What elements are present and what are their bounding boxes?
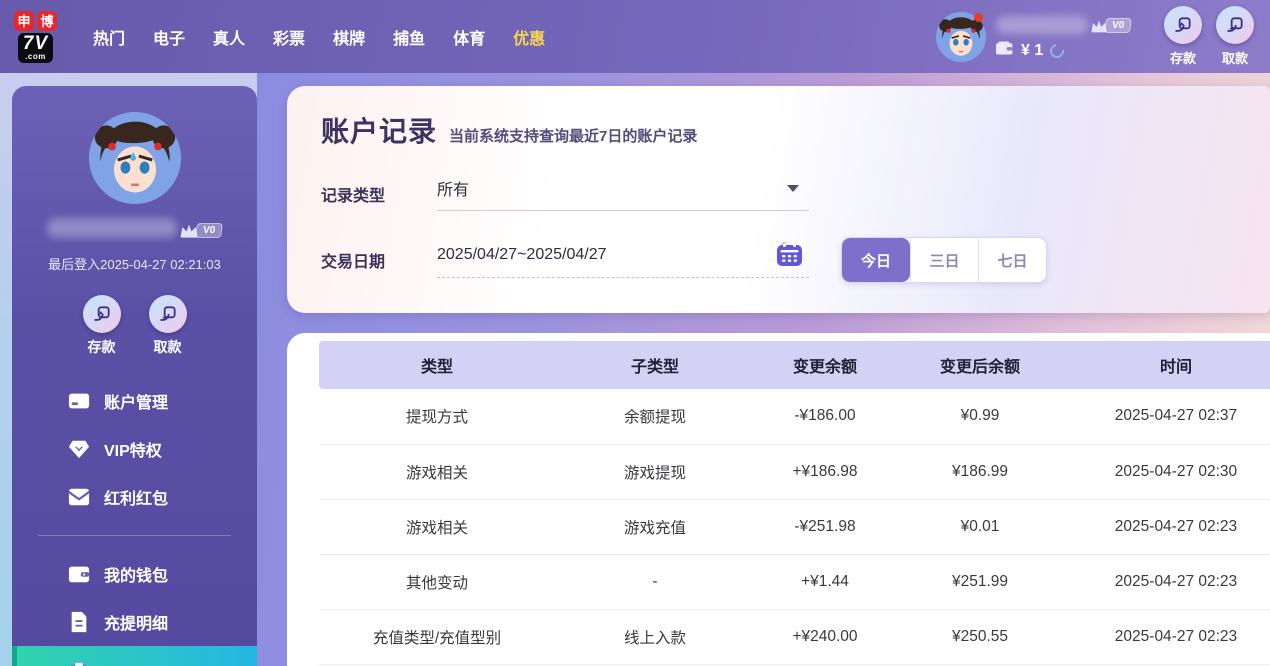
- record-type-select[interactable]: 所有: [437, 176, 809, 211]
- user-avatar[interactable]: [936, 11, 986, 62]
- crown-icon: [1090, 19, 1108, 33]
- sidebar-item-transactions[interactable]: 充提明细: [12, 598, 257, 646]
- nav-item-sports[interactable]: 体育: [453, 30, 486, 48]
- deposit-icon: [82, 295, 121, 333]
- header-time: 时间: [1065, 341, 1270, 389]
- refresh-balance-icon[interactable]: [1047, 40, 1067, 61]
- red-envelope-icon: [68, 486, 90, 508]
- page-title: 账户记录: [321, 116, 438, 147]
- nav-item-live[interactable]: 真人: [213, 30, 246, 48]
- navbar-user-area: V0 ¥ 1: [936, 6, 1254, 67]
- header-subtype: 子类型: [555, 341, 755, 389]
- date-range-value: 2025/04/27~2025/04/27: [437, 245, 607, 263]
- deposit-icon: [1164, 6, 1202, 44]
- table-row: 提现方式 余额提现 -¥186.00 ¥0.99 2025-04-27 02:3…: [319, 389, 1270, 445]
- main-nav-menu: 热门 电子 真人 彩票 棋牌 捕鱼 体育 优惠: [79, 15, 559, 59]
- wallet-icon: [996, 41, 1014, 60]
- notification-dot-icon: [974, 12, 983, 22]
- sidebar-divider: [38, 535, 231, 536]
- withdraw-icon: [148, 295, 187, 333]
- username-blurred: [996, 16, 1088, 34]
- date-range-label: 交易日期: [321, 254, 386, 271]
- username-blurred: [46, 218, 177, 238]
- vip-badge: V0: [179, 223, 223, 238]
- tab-three-days[interactable]: 三日: [910, 238, 978, 282]
- nav-item-cards[interactable]: 棋牌: [333, 30, 366, 48]
- vip-gem-icon: [68, 438, 90, 460]
- withdraw-button[interactable]: 取款: [1216, 6, 1254, 67]
- logo-badge-2: 博: [37, 10, 57, 31]
- sidebar-item-account-records[interactable]: 账户记录: [12, 646, 257, 666]
- sidebar-item-wallet[interactable]: 我的钱包: [12, 550, 257, 598]
- nav-item-promo[interactable]: 优惠: [513, 30, 546, 48]
- withdraw-icon: [1216, 6, 1254, 44]
- bank-card-icon: [68, 390, 90, 412]
- vip-badge: V0: [1090, 17, 1133, 33]
- vip-level-badge: V0: [1104, 17, 1133, 33]
- nav-item-lottery[interactable]: 彩票: [273, 30, 306, 48]
- logo-subtext: .com: [25, 51, 46, 61]
- deposit-button[interactable]: 存款: [1164, 6, 1202, 67]
- sidebar-item-account-management[interactable]: 账户管理: [12, 377, 257, 425]
- clipboard-icon: [68, 662, 90, 666]
- logo-text: 7V: [22, 32, 49, 54]
- sidebar-item-vip[interactable]: VIP特权: [12, 425, 257, 473]
- records-table: 类型 子类型 变更余额 变更后余额 时间 提现方式 余额提现 -¥186.00: [319, 341, 1270, 665]
- record-type-value: 所有: [437, 182, 470, 199]
- page-subtitle: 当前系统支持查询最近7日的账户记录: [449, 128, 698, 145]
- nav-item-fishing[interactable]: 捕鱼: [393, 30, 426, 48]
- record-type-filter-row: 记录类型 所有: [321, 176, 1234, 211]
- table-row: 游戏相关 游戏充值 -¥251.98 ¥0.01 2025-04-27 02:2…: [319, 499, 1270, 555]
- period-tab-group: 今日 三日 七日: [841, 237, 1047, 283]
- record-type-label: 记录类型: [321, 187, 386, 205]
- header-after-balance: 变更后余额: [895, 341, 1065, 389]
- tab-today[interactable]: 今日: [842, 238, 910, 282]
- nav-item-hot[interactable]: 热门: [93, 30, 126, 48]
- last-login-text: 最后登入2025-04-27 02:21:03: [48, 257, 221, 272]
- calendar-icon[interactable]: [776, 242, 803, 267]
- top-navbar: 申 博 7V .com 热门 电子 真人 彩票 棋牌 捕鱼 体育 优惠: [0, 0, 1270, 73]
- sidebar: V0 最后登入2025-04-27 02:21:03 存款: [12, 86, 257, 666]
- logo-badge-1: 申: [14, 10, 34, 31]
- withdraw-button[interactable]: 取款: [148, 295, 187, 357]
- tab-seven-days[interactable]: 七日: [978, 238, 1046, 282]
- table-row: 游戏相关 游戏提现 +¥186.98 ¥186.99 2025-04-27 02…: [319, 444, 1270, 500]
- table-row: 充值类型/充值型别 线上入款 +¥240.00 ¥250.55 2025-04-…: [319, 609, 1270, 665]
- chevron-down-icon: [787, 184, 799, 192]
- records-table-panel: 类型 子类型 变更余额 变更后余额 时间 提现方式 余额提现 -¥186.00: [287, 333, 1270, 666]
- deposit-button[interactable]: 存款: [82, 295, 121, 357]
- site-logo[interactable]: 申 博 7V .com: [14, 10, 57, 63]
- vip-level-badge: V0: [195, 223, 223, 238]
- main-content: 账户记录 当前系统支持查询最近7日的账户记录 记录类型 所有 交易日期 2025…: [257, 73, 1270, 666]
- sidebar-avatar[interactable]: [88, 112, 181, 204]
- date-range-picker[interactable]: 2025/04/27~2025/04/27: [437, 242, 809, 278]
- balance-amount: ¥ 1: [1021, 41, 1044, 59]
- crown-icon: [179, 223, 199, 238]
- header-change: 变更余额: [755, 341, 895, 389]
- sidebar-item-bonus[interactable]: 红利红包: [12, 473, 257, 521]
- sidebar-menu: 账户管理 VIP特权 红利红包: [12, 377, 257, 666]
- header-type: 类型: [319, 341, 555, 389]
- wallet-icon: [68, 563, 90, 585]
- date-filter-row: 交易日期 2025/04/27~2025/04/27: [321, 237, 1234, 283]
- table-header-row: 类型 子类型 变更余额 变更后余额 时间: [319, 341, 1270, 389]
- table-row: 其他变动 - +¥1.44 ¥251.99 2025-04-27 02:23: [319, 554, 1270, 610]
- filter-panel: 账户记录 当前系统支持查询最近7日的账户记录 记录类型 所有 交易日期 2025…: [287, 86, 1270, 313]
- document-icon: [68, 611, 90, 633]
- nav-item-slots[interactable]: 电子: [153, 30, 186, 48]
